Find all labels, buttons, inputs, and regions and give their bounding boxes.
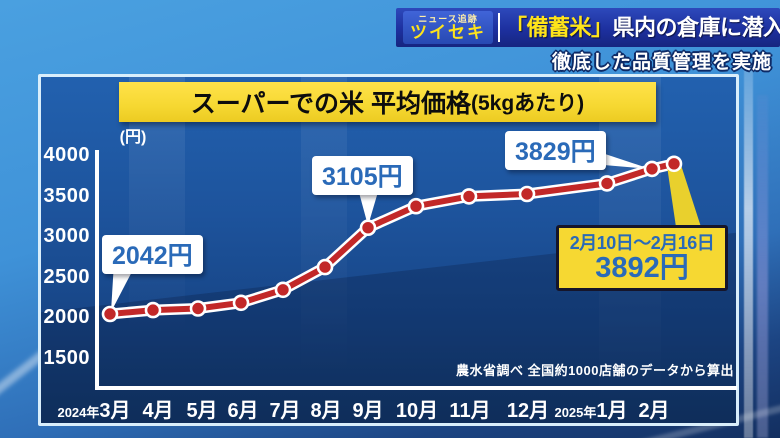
x-axis-label: 7月 xyxy=(269,394,300,423)
program-badge-subtitle: ニュース追跡 xyxy=(418,13,478,24)
x-axis-year-prefix: 2025年 xyxy=(554,405,597,420)
x-axis-month-label: 4月 xyxy=(142,400,174,422)
x-axis-label: 8月 xyxy=(310,394,341,423)
x-axis-month-label: 3月 xyxy=(99,400,131,422)
news-headline: 「備蓄米」県内の倉庫に潜入 xyxy=(505,8,780,47)
news-subheadline: 徹底した品質管理を実施 xyxy=(551,52,772,73)
latest-price-value: 3892円 xyxy=(595,252,689,284)
headline-quoted-term: 「備蓄米」 xyxy=(505,15,613,40)
x-axis-month-label: 10月 xyxy=(395,400,439,422)
program-badge: ニュース追跡 ツイセキ xyxy=(403,11,493,44)
y-axis-tick-label: 2500 xyxy=(43,265,90,288)
x-axis-month-label: 5月 xyxy=(186,400,218,422)
x-axis-label: 2025年1月 xyxy=(554,394,627,423)
header-separator xyxy=(498,13,500,42)
x-axis-label: 5月 xyxy=(186,394,217,423)
x-axis-month-label: 8月 xyxy=(310,400,342,422)
news-header-bar: ニュース追跡 ツイセキ 「備蓄米」県内の倉庫に潜入 xyxy=(396,8,780,47)
y-axis-tick-label: 2000 xyxy=(43,306,90,329)
latest-price-date-range: 2月10日〜2月16日 xyxy=(569,233,715,253)
x-axis-label: 6月 xyxy=(227,394,258,423)
x-axis-month-label: 7月 xyxy=(269,400,301,422)
x-axis-label: 11月 xyxy=(449,394,490,423)
headline-rest: 県内の倉庫に潜入 xyxy=(612,15,780,40)
chart-title-banner: スーパーでの米 平均価格 (5kgあたり) xyxy=(119,82,656,122)
y-axis-tick-label: 3500 xyxy=(43,184,90,207)
price-callout-february: 3829円 xyxy=(505,131,606,170)
y-axis-tick-label: 3000 xyxy=(43,225,90,248)
x-axis-month-label: 2月 xyxy=(638,400,670,422)
x-axis-month-label: 12月 xyxy=(506,400,550,422)
y-axis-tick-label: 1500 xyxy=(43,347,90,369)
x-axis-label: 2024年3月 xyxy=(57,394,130,423)
chart-title-text: スーパーでの米 平均価格 xyxy=(190,90,471,118)
data-source-note: 農水省調べ 全国約1000店舗のデータから算出 xyxy=(455,363,734,378)
x-axis-month-label: 11月 xyxy=(449,400,491,422)
x-axis-month-label: 9月 xyxy=(352,400,384,422)
latest-price-highlight-box: 2月10日〜2月16日 3892円 xyxy=(556,225,728,291)
program-badge-title: ツイセキ xyxy=(410,22,486,42)
price-callout-march: 2042円 xyxy=(102,235,203,274)
x-axis-year-prefix: 2024年 xyxy=(57,405,100,420)
x-axis-month-label: 1月 xyxy=(596,400,628,422)
price-callout-september: 3105円 xyxy=(312,156,413,195)
x-axis-month-label: 6月 xyxy=(227,400,259,422)
y-axis-tick-label: 4000 xyxy=(43,144,90,166)
x-axis-label: 12月 xyxy=(507,394,549,423)
x-axis-label: 2月 xyxy=(638,394,669,423)
y-axis-unit-label: (円) xyxy=(119,129,147,146)
chart-title-paren: (5kgあたり) xyxy=(471,92,585,115)
x-axis-label: 4月 xyxy=(142,394,173,423)
x-axis-label: 10月 xyxy=(396,394,438,423)
x-axis-label: 9月 xyxy=(352,394,383,423)
